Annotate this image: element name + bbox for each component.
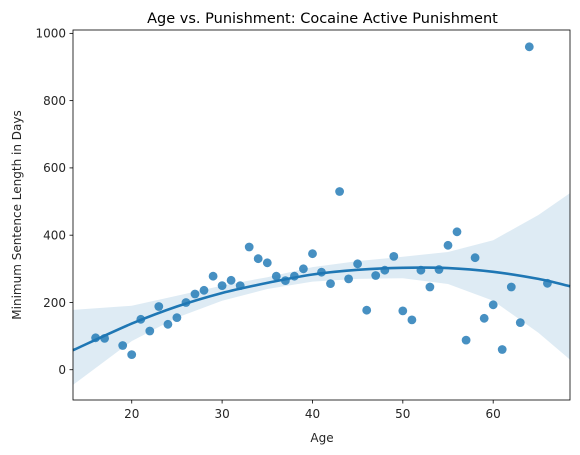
data-point-20 xyxy=(271,271,281,281)
data-point-11 xyxy=(190,289,200,299)
chart-title: Age vs. Punishment: Cocaine Active Punis… xyxy=(147,11,498,27)
x-axis-label: Age xyxy=(310,431,333,445)
y-tick-label: 1000 xyxy=(35,27,66,41)
x-tick-label: 50 xyxy=(395,407,410,421)
data-point-38 xyxy=(434,265,444,274)
data-point-44 xyxy=(488,300,498,310)
regression-line xyxy=(72,266,571,352)
data-point-6 xyxy=(145,326,155,336)
data-point-23 xyxy=(299,264,308,274)
y-tick-label: 800 xyxy=(43,94,66,108)
x-tick-label: 20 xyxy=(124,407,139,421)
data-point-41 xyxy=(461,335,471,345)
data-point-43 xyxy=(479,313,489,323)
data-point-39 xyxy=(443,240,453,250)
data-point-37 xyxy=(425,282,435,292)
data-point-33 xyxy=(389,252,399,261)
data-point-3 xyxy=(118,341,128,350)
plot-area xyxy=(72,42,571,385)
data-point-24 xyxy=(308,249,317,259)
data-point-26 xyxy=(326,279,335,288)
x-tick-label: 30 xyxy=(214,407,229,421)
data-point-12 xyxy=(199,285,209,295)
y-tick-label: 0 xyxy=(58,363,66,377)
data-point-48 xyxy=(524,42,534,52)
data-point-28 xyxy=(344,274,353,284)
data-point-14 xyxy=(217,281,227,290)
scatter-points xyxy=(91,42,552,359)
y-axis-ticks: 0 200 400 600 800 1000 xyxy=(35,27,73,377)
data-point-18 xyxy=(253,254,263,264)
data-point-46 xyxy=(506,282,516,292)
x-axis-ticks: 20 30 40 50 60 xyxy=(124,400,501,421)
data-point-8 xyxy=(163,319,173,329)
data-point-35 xyxy=(407,315,417,325)
data-point-4 xyxy=(127,350,137,359)
data-point-9 xyxy=(172,313,182,322)
data-point-19 xyxy=(262,258,272,268)
data-point-31 xyxy=(371,271,381,280)
data-point-42 xyxy=(470,253,480,263)
data-point-13 xyxy=(208,271,218,281)
data-point-45 xyxy=(497,345,507,354)
data-point-15 xyxy=(226,275,236,285)
data-point-7 xyxy=(154,302,164,311)
x-tick-label: 60 xyxy=(486,407,501,421)
axes-frame xyxy=(72,29,571,401)
y-tick-label: 400 xyxy=(43,228,66,242)
y-tick-label: 600 xyxy=(43,161,66,175)
data-point-47 xyxy=(515,318,525,327)
data-point-40 xyxy=(452,227,462,237)
data-point-27 xyxy=(335,187,344,196)
x-tick-label: 40 xyxy=(305,407,320,421)
y-tick-label: 200 xyxy=(43,296,66,310)
data-point-30 xyxy=(362,305,372,315)
data-point-29 xyxy=(353,259,362,269)
data-point-17 xyxy=(244,242,254,252)
confidence-band xyxy=(73,193,570,385)
data-point-34 xyxy=(398,306,408,316)
y-axis-label: Minimum Sentence Length in Days xyxy=(10,110,24,319)
